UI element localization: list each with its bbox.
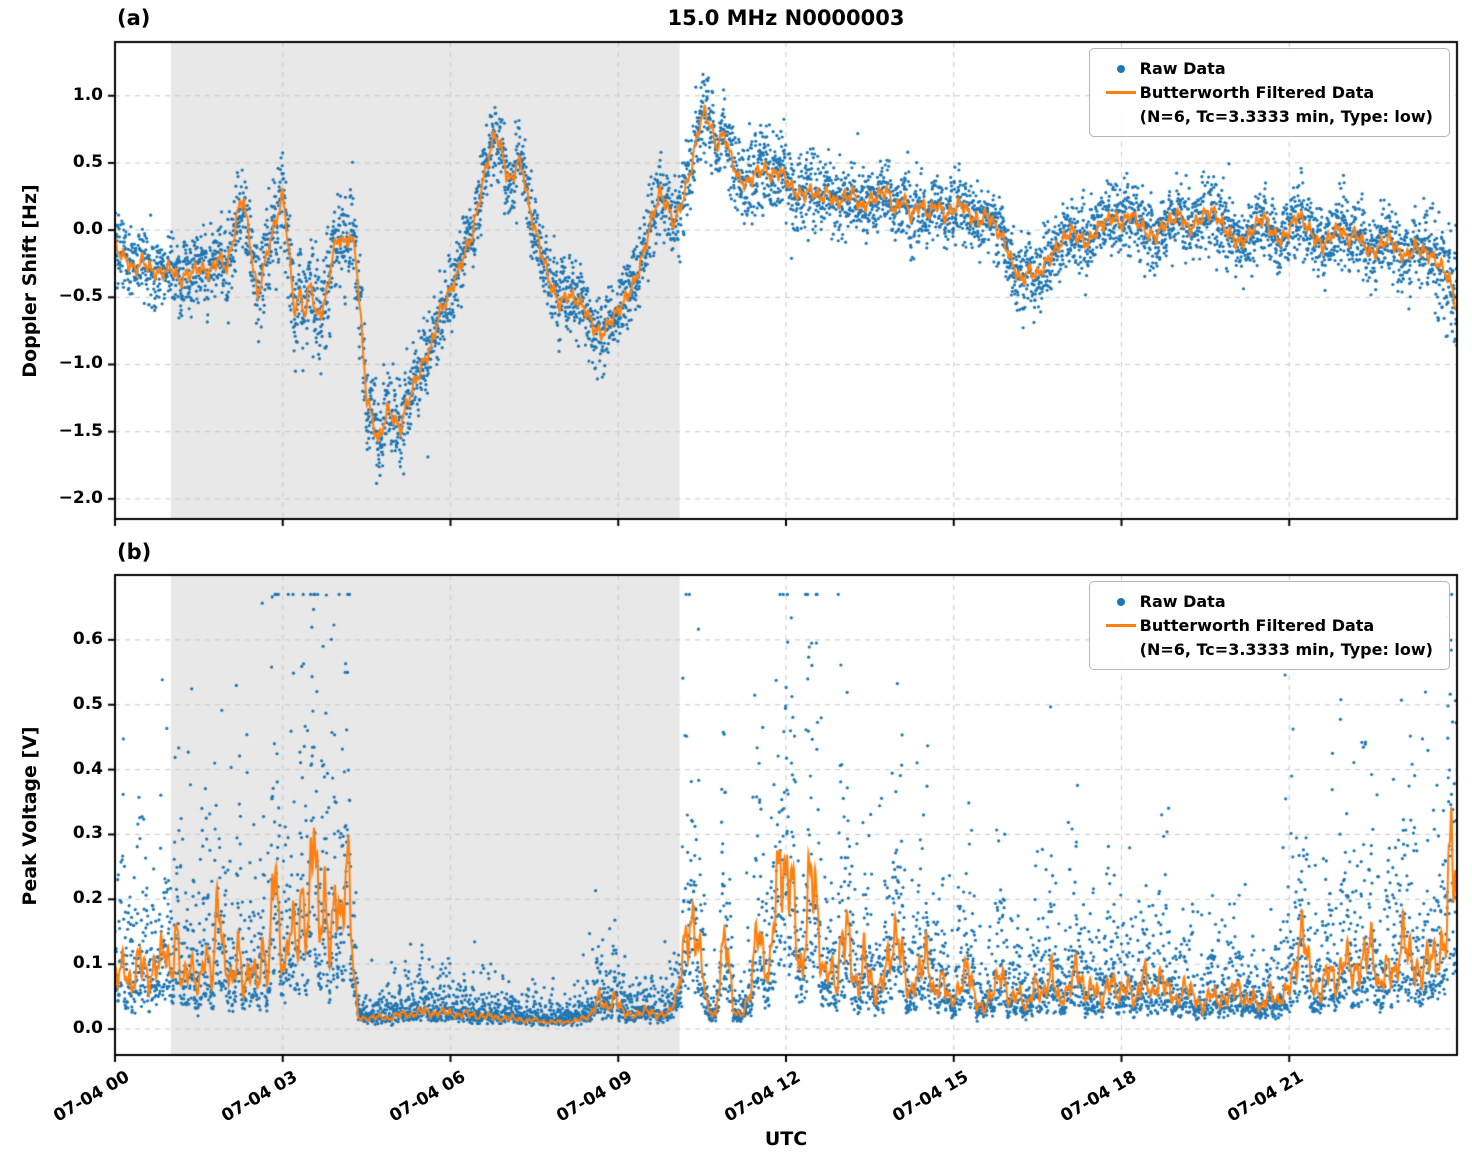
panel-a-y-tick-label: 1.0 [72, 84, 103, 105]
panel-a-y-tick-label: −1.5 [58, 420, 103, 441]
panel-a-label: (a) [117, 6, 151, 30]
filtered-line-marker-icon [1102, 624, 1140, 627]
raw-data-marker-icon [1102, 64, 1140, 73]
panel-a-y-tick-label: −2.0 [58, 487, 103, 508]
legend-filtered-label-line1: Butterworth Filtered Data [1139, 616, 1375, 635]
filtered-line-marker-icon [1102, 91, 1140, 94]
panel-a-y-tick-label: 0.5 [72, 151, 103, 172]
panel-b-y-tick-label: 0.6 [72, 628, 103, 649]
legend-panel-b: Raw Data Butterworth Filtered Data (N=6,… [1088, 581, 1450, 670]
legend-filtered-label-line2: (N=6, Tc=3.3333 min, Type: low) [1139, 640, 1433, 659]
panel-a-y-tick-label: −0.5 [58, 286, 103, 307]
panel-a-y-tick-label: 0.0 [72, 219, 103, 240]
legend-filtered-label-line2: (N=6, Tc=3.3333 min, Type: low) [1139, 107, 1433, 126]
panel-b-y-tick-label: 0.1 [72, 953, 103, 974]
figure-title: 15.0 MHz N0000003 [667, 6, 905, 30]
panel-b-y-tick-label: 0.4 [72, 758, 103, 779]
raw-data-marker-icon [1102, 597, 1140, 606]
legend-raw-label: Raw Data [1139, 59, 1226, 78]
legend-filtered-label-line1: Butterworth Filtered Data [1139, 83, 1375, 102]
panel-b-y-tick-label: 0.0 [72, 1018, 103, 1039]
panel-b-y-tick-label: 0.2 [72, 888, 103, 909]
panel-a-y-tick-label: −1.0 [58, 353, 103, 374]
panel-b-label: (b) [117, 540, 152, 564]
x-axis-label: UTC [764, 1128, 808, 1150]
panel-b-y-tick-label: 0.3 [72, 823, 103, 844]
panel-b-y-tick-label: 0.5 [72, 693, 103, 714]
legend-panel-a: Raw Data Butterworth Filtered Data (N=6,… [1088, 48, 1450, 137]
panel-a-y-axis-label: Doppler Shift [Hz] [19, 184, 41, 378]
legend-raw-label: Raw Data [1139, 592, 1226, 611]
